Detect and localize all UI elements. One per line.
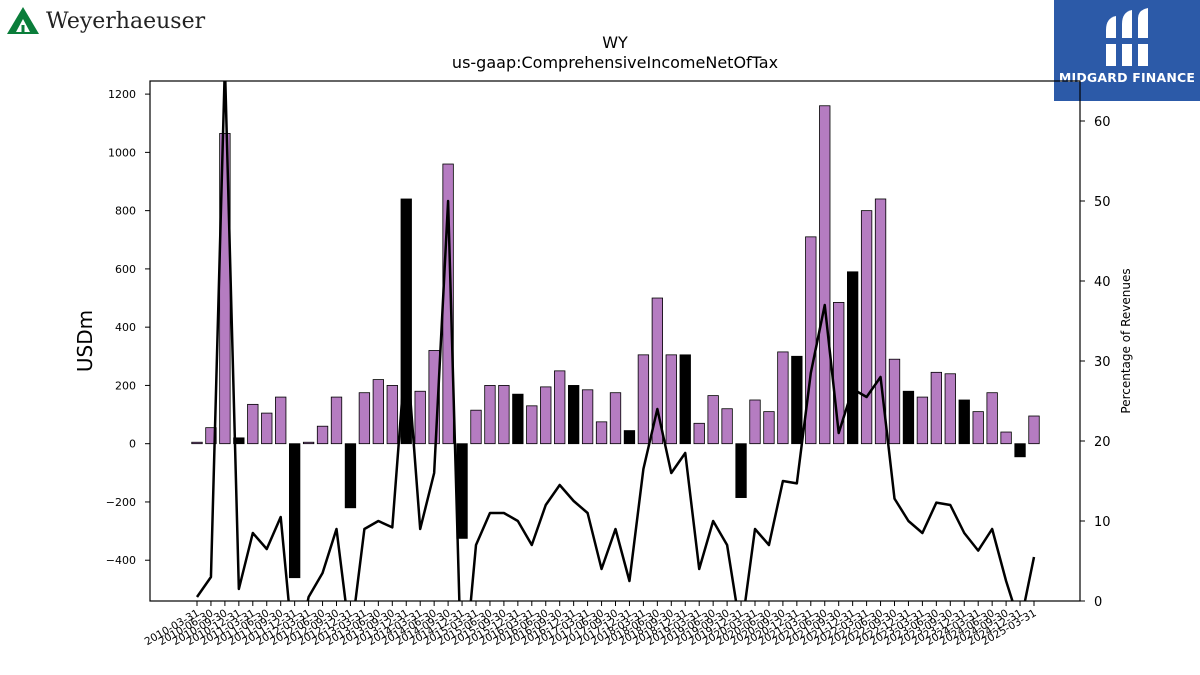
midgard-finance-mark-icon [1102, 8, 1152, 66]
bar-2013-12-31 [400, 198, 412, 445]
bar-2019-12-31 [735, 443, 747, 498]
y-tick-label: −400 [106, 554, 136, 567]
weyerhaeuser-logo-text: Weyerhaeuser [46, 8, 206, 34]
bar-2020-06-30 [763, 411, 775, 445]
bar-2024-06-30 [986, 392, 998, 445]
bar-2024-03-31 [972, 411, 984, 445]
bar-2017-09-30 [609, 392, 622, 445]
bar-2018-09-30 [665, 354, 677, 445]
bar-2018-03-31 [637, 354, 650, 445]
bar-2021-03-31 [805, 236, 817, 445]
bar-2013-06-30 [372, 379, 385, 445]
y2-axis-label: Percentage of Revenues [1119, 268, 1133, 413]
bar-2024-09-30 [1000, 431, 1012, 445]
y2-tick-label: 10 [1094, 515, 1111, 530]
bar-2017-12-31 [623, 430, 636, 445]
bar-2020-03-31 [749, 399, 761, 445]
bar-2011-06-30 [261, 412, 273, 445]
bar-2019-06-30 [707, 395, 719, 445]
bar-2022-09-30 [888, 358, 901, 445]
bar-2019-09-30 [721, 408, 733, 445]
y-tick-label: 600 [115, 263, 136, 276]
bar-2013-09-30 [386, 385, 398, 445]
bar-2015-03-31 [470, 409, 482, 445]
bar-2023-06-30 [930, 371, 942, 445]
y2-tick-label: 0 [1094, 595, 1102, 610]
bar-2016-12-31 [568, 385, 580, 445]
weyerhaeuser-tree-icon [7, 7, 39, 34]
bars-layer [191, 105, 1040, 579]
line-layer [195, 81, 1036, 601]
bar-2022-03-31 [860, 210, 873, 445]
y2-tick-label: 50 [1094, 195, 1111, 210]
y-tick-label: −200 [106, 496, 136, 509]
bar-2023-03-31 [916, 396, 929, 445]
bar-2014-03-31 [414, 390, 426, 445]
bar-2021-06-30 [819, 105, 831, 445]
bar-2011-03-31 [247, 403, 259, 445]
bar-2010-06-30 [205, 427, 217, 445]
bar-2025-03-31 [1028, 415, 1040, 445]
y2-tick-label: 30 [1094, 355, 1111, 370]
bar-2016-09-30 [554, 370, 566, 445]
y-tick-label: 200 [115, 379, 136, 392]
bar-2017-03-31 [581, 389, 594, 445]
y-tick-label: 1000 [108, 146, 136, 159]
bar-2021-09-30 [833, 301, 845, 445]
bar-2010-03-31 [191, 441, 203, 445]
bar-2016-03-31 [526, 405, 538, 445]
bar-2015-06-30 [484, 385, 496, 445]
y-tick-label: 400 [115, 321, 136, 334]
chart-subtitle: us-gaap:ComprehensiveIncomeNetOfTax [452, 53, 778, 72]
y2-tick-label: 40 [1094, 275, 1111, 290]
bar-2015-09-30 [498, 385, 510, 445]
bar-2024-12-31 [1014, 443, 1026, 458]
bar-2011-09-30 [275, 396, 287, 445]
y-tick-label: 0 [129, 438, 136, 451]
axes-layer: −400 −200 0 200 400 600 800 1000 1200 0 10 20 30 40 50… [106, 80, 1111, 648]
y-tick-label: 1200 [108, 88, 136, 101]
bar-2016-06-30 [540, 386, 552, 445]
bar-2012-06-30 [316, 425, 329, 445]
bar-2021-12-31 [847, 271, 859, 445]
bar-2012-09-30 [330, 396, 343, 445]
bar-2022-06-30 [874, 198, 887, 445]
bar-2014-06-30 [428, 350, 440, 445]
bar-2012-12-31 [344, 443, 357, 509]
bar-2018-06-30 [651, 297, 663, 445]
bar-2011-12-31 [288, 443, 301, 579]
weyerhaeuser-logo: Weyerhaeuser [6, 6, 205, 36]
y2-tick-label: 60 [1094, 115, 1111, 130]
bar-2018-12-31 [679, 354, 691, 445]
bar-2022-12-31 [902, 390, 915, 445]
percentage-of-revenues-line [195, 81, 1036, 601]
bar-2017-06-30 [595, 421, 608, 445]
bar-2010-12-31 [233, 437, 245, 445]
bar-2023-09-30 [944, 373, 956, 445]
y2-tick-label: 20 [1094, 435, 1111, 450]
midgard-finance-logo: MIDGARD FINANCE [1054, 0, 1200, 101]
midgard-finance-logo-text: MIDGARD FINANCE [1058, 70, 1196, 85]
bar-2015-12-31 [512, 393, 524, 445]
y-tick-label: 800 [115, 205, 136, 218]
bar-2023-12-31 [958, 399, 970, 445]
bar-2013-03-31 [358, 392, 371, 445]
y-axis-label: USDm [73, 310, 97, 372]
bar-2012-03-31 [302, 441, 315, 445]
chart-title: WY [602, 33, 628, 52]
bar-2019-03-31 [693, 422, 705, 445]
bar-2020-12-31 [791, 355, 803, 445]
bar-2020-09-30 [777, 351, 789, 445]
